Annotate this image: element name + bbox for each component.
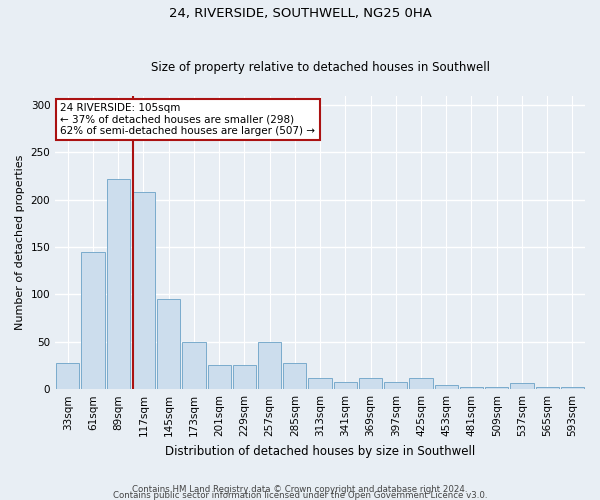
Bar	[283, 362, 307, 389]
Text: 24 RIVERSIDE: 105sqm
← 37% of detached houses are smaller (298)
62% of semi-deta: 24 RIVERSIDE: 105sqm ← 37% of detached h…	[61, 103, 316, 136]
Bar	[258, 342, 281, 389]
Bar	[308, 378, 332, 389]
Bar	[384, 382, 407, 389]
Bar	[434, 386, 458, 389]
X-axis label: Distribution of detached houses by size in Southwell: Distribution of detached houses by size …	[165, 444, 475, 458]
Bar	[460, 388, 483, 389]
Bar	[107, 179, 130, 389]
Bar	[561, 388, 584, 389]
Bar	[208, 366, 231, 389]
Bar	[132, 192, 155, 389]
Bar	[82, 252, 104, 389]
Bar	[536, 388, 559, 389]
Bar	[233, 366, 256, 389]
Text: 24, RIVERSIDE, SOUTHWELL, NG25 0HA: 24, RIVERSIDE, SOUTHWELL, NG25 0HA	[169, 8, 431, 20]
Bar	[56, 362, 79, 389]
Bar	[409, 378, 433, 389]
Text: Contains HM Land Registry data © Crown copyright and database right 2024.: Contains HM Land Registry data © Crown c…	[132, 484, 468, 494]
Bar	[485, 388, 508, 389]
Y-axis label: Number of detached properties: Number of detached properties	[15, 154, 25, 330]
Bar	[359, 378, 382, 389]
Bar	[157, 299, 181, 389]
Bar	[182, 342, 206, 389]
Text: Contains public sector information licensed under the Open Government Licence v3: Contains public sector information licen…	[113, 490, 487, 500]
Bar	[334, 382, 357, 389]
Bar	[511, 384, 533, 389]
Title: Size of property relative to detached houses in Southwell: Size of property relative to detached ho…	[151, 60, 490, 74]
